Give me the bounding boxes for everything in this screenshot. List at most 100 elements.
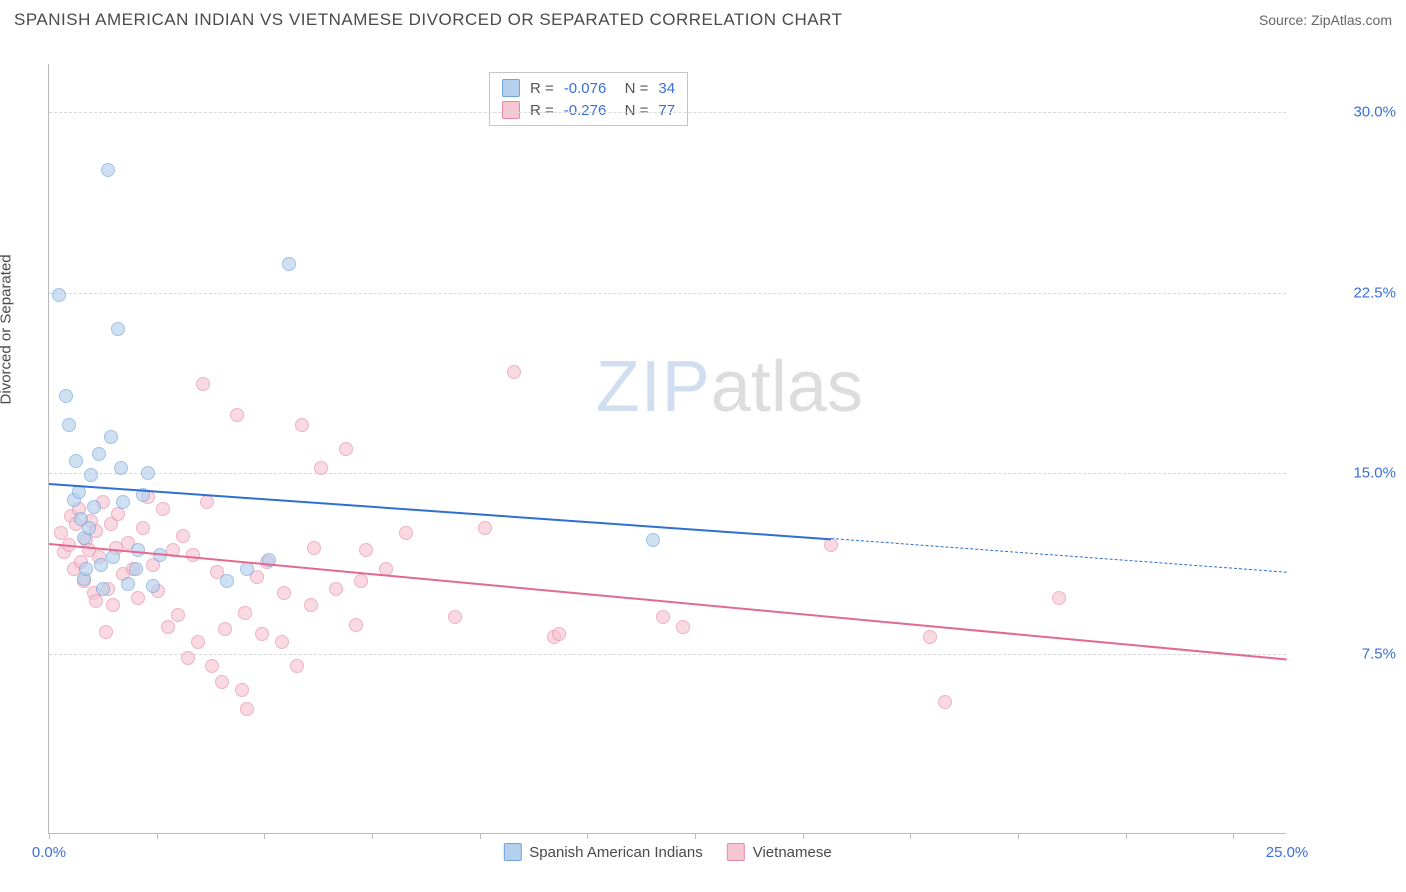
spanish-american-indian-point (96, 582, 110, 596)
y-tick-label: 22.5% (1296, 284, 1396, 301)
vietnamese-point (314, 461, 328, 475)
spanish-american-indian-point (282, 257, 296, 271)
vietnamese-point (176, 529, 190, 543)
x-tick (372, 833, 373, 839)
vietnamese-point (255, 627, 269, 641)
stats-r-a-label: R = (530, 80, 554, 97)
legend-item-a: Spanish American Indians (503, 843, 702, 861)
vietnamese-point (181, 651, 195, 665)
spanish-american-indian-point (92, 447, 106, 461)
spanish-american-indian-point (84, 468, 98, 482)
vietnamese-point (339, 442, 353, 456)
vietnamese-point (307, 541, 321, 555)
x-tick (157, 833, 158, 839)
vietnamese-point (235, 683, 249, 697)
vietnamese-point (240, 702, 254, 716)
vietnamese-point (205, 659, 219, 673)
legend-label-a: Spanish American Indians (529, 844, 702, 861)
spanish-american-indian-point (116, 495, 130, 509)
y-tick-label: 15.0% (1296, 465, 1396, 482)
bottom-legend: Spanish American Indians Vietnamese (503, 843, 831, 861)
vietnamese-point (111, 507, 125, 521)
swatch-a (502, 79, 520, 97)
x-tick (803, 833, 804, 839)
spanish-american-indian-point (646, 533, 660, 547)
vietnamese-point (161, 620, 175, 634)
y-axis-label: Divorced or Separated (0, 254, 15, 404)
gridline (49, 112, 1286, 113)
stats-n-a-val: 34 (658, 80, 675, 97)
x-tick (1018, 833, 1019, 839)
spanish-american-indian-point (52, 288, 66, 302)
spanish-american-indian-point (106, 550, 120, 564)
spanish-american-indian-point (220, 574, 234, 588)
trendline-b (49, 543, 1287, 661)
spanish-american-indian-point (121, 577, 135, 591)
x-tick (1233, 833, 1234, 839)
spanish-american-indian-point (87, 500, 101, 514)
vietnamese-point (478, 521, 492, 535)
vietnamese-point (676, 620, 690, 634)
vietnamese-point (349, 618, 363, 632)
title-bar: SPANISH AMERICAN INDIAN VS VIETNAMESE DI… (14, 10, 1392, 30)
spanish-american-indian-point (82, 521, 96, 535)
x-tick (695, 833, 696, 839)
vietnamese-point (295, 418, 309, 432)
spanish-american-indian-point (101, 163, 115, 177)
stats-n-a-label: N = (616, 80, 648, 97)
swatch-b (502, 101, 520, 119)
vietnamese-point (507, 365, 521, 379)
vietnamese-point (938, 695, 952, 709)
x-tick (49, 833, 50, 839)
spanish-american-indian-point (69, 454, 83, 468)
vietnamese-point (1052, 591, 1066, 605)
stats-row-b: R = -0.276 N = 77 (502, 99, 675, 121)
vietnamese-point (200, 495, 214, 509)
x-max-label: 25.0% (1266, 844, 1309, 861)
legend-label-b: Vietnamese (753, 844, 832, 861)
legend-item-b: Vietnamese (727, 843, 832, 861)
vietnamese-point (304, 598, 318, 612)
plot-area: ZIPatlas R = -0.076 N = 34 R = -0.276 N … (48, 64, 1286, 834)
spanish-american-indian-point (62, 418, 76, 432)
vietnamese-point (215, 675, 229, 689)
vietnamese-point (824, 538, 838, 552)
spanish-american-indian-point (141, 466, 155, 480)
legend-swatch-b (727, 843, 745, 861)
vietnamese-point (359, 543, 373, 557)
y-tick-label: 7.5% (1296, 645, 1396, 662)
spanish-american-indian-point (146, 579, 160, 593)
watermark-atlas: atlas (711, 347, 863, 427)
stats-row-a: R = -0.076 N = 34 (502, 77, 675, 99)
vietnamese-point (656, 610, 670, 624)
gridline (49, 293, 1286, 294)
spanish-american-indian-point (59, 389, 73, 403)
vietnamese-point (329, 582, 343, 596)
legend-swatch-a (503, 843, 521, 861)
x-tick (1126, 833, 1127, 839)
stats-n-b-label: N = (616, 102, 648, 119)
spanish-american-indian-point (104, 430, 118, 444)
vietnamese-point (171, 608, 185, 622)
vietnamese-point (218, 622, 232, 636)
vietnamese-point (354, 574, 368, 588)
gridline (49, 654, 1286, 655)
stats-legend: R = -0.076 N = 34 R = -0.276 N = 77 (489, 72, 688, 126)
chart-container: Divorced or Separated ZIPatlas R = -0.07… (0, 50, 1406, 892)
spanish-american-indian-point (114, 461, 128, 475)
vietnamese-point (238, 606, 252, 620)
x-min-label: 0.0% (32, 844, 66, 861)
vietnamese-point (106, 598, 120, 612)
y-tick-label: 30.0% (1296, 104, 1396, 121)
vietnamese-point (186, 548, 200, 562)
vietnamese-point (196, 377, 210, 391)
spanish-american-indian-point (129, 562, 143, 576)
vietnamese-point (448, 610, 462, 624)
vietnamese-point (156, 502, 170, 516)
vietnamese-point (923, 630, 937, 644)
vietnamese-point (230, 408, 244, 422)
spanish-american-indian-point (240, 562, 254, 576)
vietnamese-point (277, 586, 291, 600)
stats-n-b-val: 77 (658, 102, 675, 119)
vietnamese-point (131, 591, 145, 605)
